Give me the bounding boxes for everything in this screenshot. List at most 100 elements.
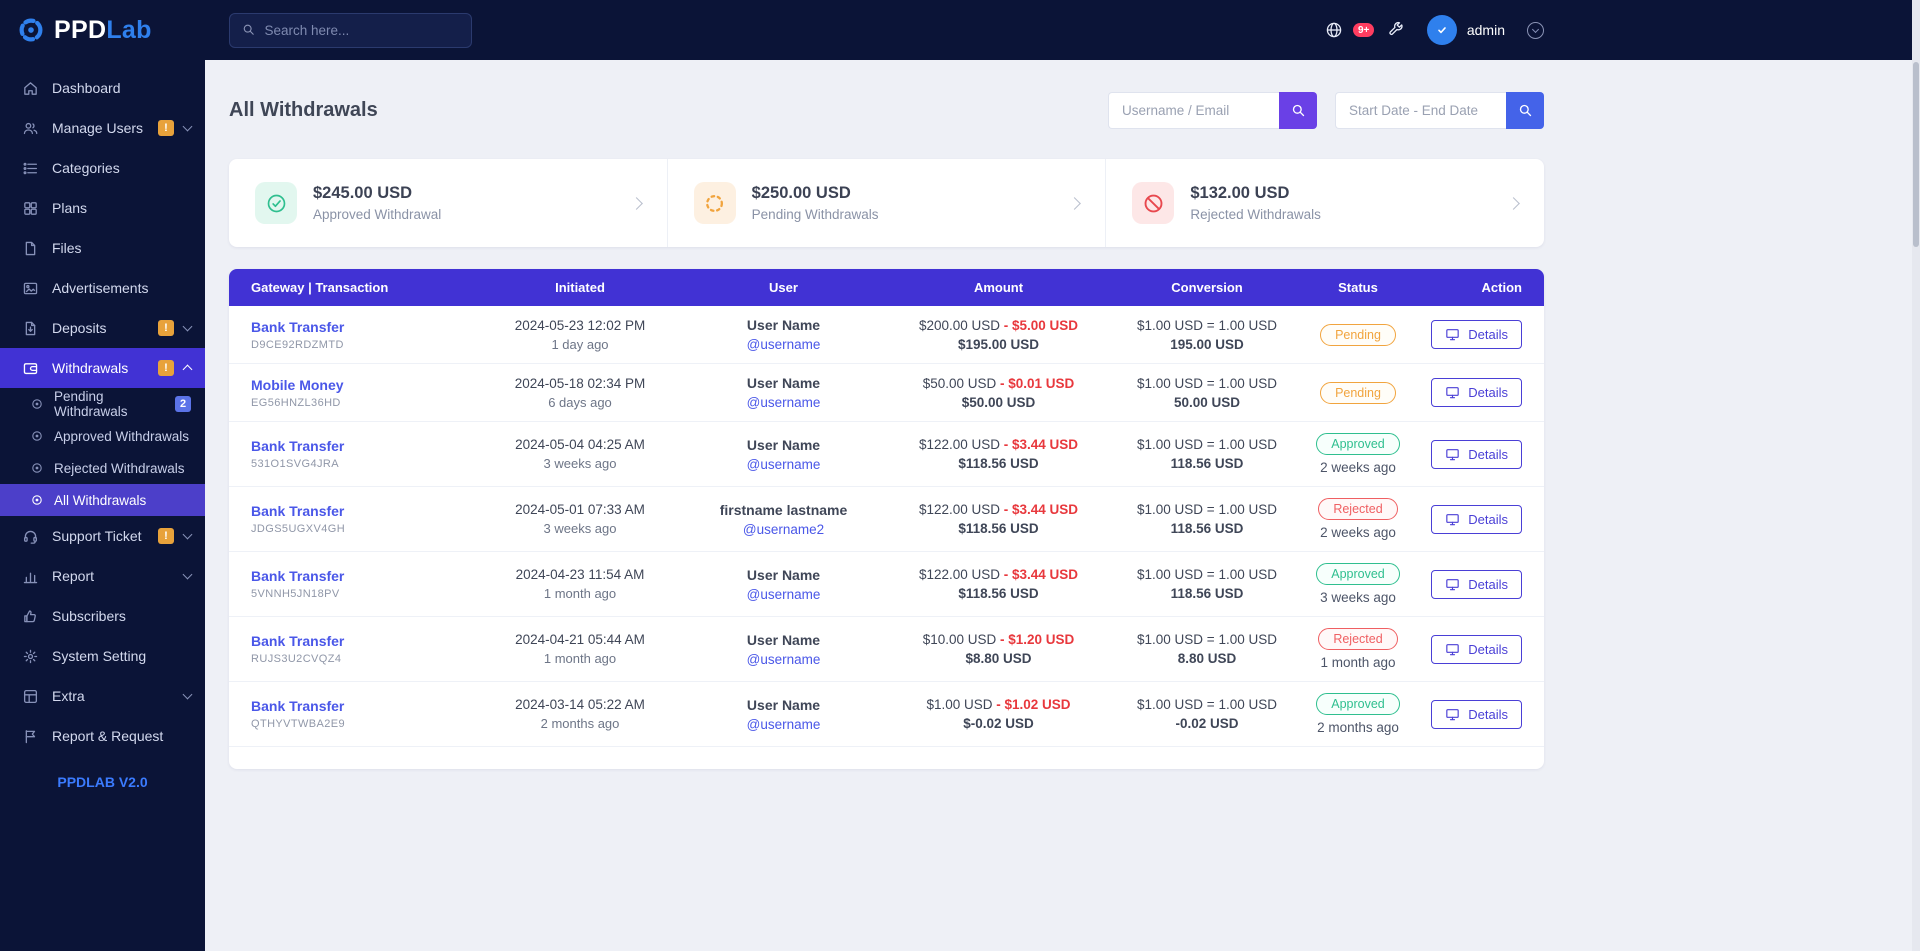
chevron-down-icon — [182, 321, 193, 332]
amount-fee: - $3.44 USD — [1003, 502, 1079, 517]
sidebar-item-deposits[interactable]: Deposits ! — [0, 308, 205, 348]
stat-pending-withdrawals[interactable]: $250.00 USD Pending Withdrawals — [666, 159, 1106, 247]
column-header-action: Action — [1423, 269, 1544, 306]
spinner-icon — [693, 182, 736, 224]
bullseye-icon — [30, 429, 44, 443]
sidebar-item-label: Subscribers — [52, 608, 126, 624]
gateway-link[interactable]: Mobile Money — [251, 376, 344, 393]
details-button[interactable]: Details — [1431, 699, 1522, 729]
sidebar-item-report[interactable]: Report — [0, 556, 205, 596]
gateway-link[interactable]: Bank Transfer — [251, 438, 345, 454]
date-range-input[interactable] — [1335, 92, 1506, 129]
filters — [1108, 92, 1544, 129]
amount-net: $-0.02 USD — [963, 716, 1034, 731]
sidebar-item-rejected-withdrawals[interactable]: Rejected Withdrawals — [0, 452, 205, 484]
gateway-link[interactable]: Bank Transfer — [251, 698, 345, 714]
chevron-down-icon — [182, 689, 193, 700]
username-search-button[interactable] — [1279, 92, 1317, 129]
gateway-link[interactable]: Bank Transfer — [251, 318, 345, 335]
chevron-right-icon — [1507, 196, 1520, 210]
user-menu-chevron-icon[interactable] — [1527, 21, 1544, 39]
username-link[interactable]: @username2 — [742, 521, 825, 537]
search-input[interactable] — [264, 22, 459, 38]
date-search-button[interactable] — [1506, 92, 1544, 129]
username-link[interactable]: @username — [746, 586, 821, 602]
scrollbar-thumb[interactable] — [1913, 62, 1919, 247]
sidebar-item-extra[interactable]: Extra — [0, 676, 205, 716]
amount-gross: $1.00 USD — [926, 697, 993, 712]
amount-fee: - $1.20 USD — [1000, 632, 1075, 647]
topbar: 9+ admin — [205, 0, 1920, 60]
stat-approved-withdrawal[interactable]: $245.00 USD Approved Withdrawal — [229, 159, 667, 247]
amount-net: $118.56 USD — [958, 586, 1039, 601]
globe-icon[interactable] — [1325, 21, 1343, 39]
column-header-gateway: Gateway | Transaction — [229, 269, 469, 306]
alert-badge: ! — [158, 360, 174, 376]
sidebar-item-label: Report & Request — [52, 728, 164, 744]
column-header-amount: Amount — [876, 269, 1121, 306]
gateway-link[interactable]: Bank Transfer — [251, 568, 345, 584]
gear-icon — [22, 648, 39, 665]
sidebar-item-all-withdrawals[interactable]: All Withdrawals — [0, 484, 205, 516]
details-button-label: Details — [1468, 327, 1508, 342]
details-button[interactable]: Details — [1431, 634, 1522, 664]
monitor-icon — [1445, 512, 1460, 527]
conversion-rate: $1.00 USD = 1.00 USD — [1137, 375, 1277, 391]
details-button[interactable]: Details — [1431, 378, 1522, 407]
details-button[interactable]: Details — [1431, 504, 1522, 534]
amount-net: $118.56 USD — [958, 521, 1039, 536]
avatar[interactable] — [1426, 15, 1457, 45]
chevron-down-icon — [182, 569, 193, 580]
conversion-rate: $1.00 USD = 1.00 USD — [1137, 317, 1277, 333]
brand-logo[interactable]: PPDLab — [0, 0, 205, 60]
username-email-input[interactable] — [1108, 92, 1279, 129]
sidebar-item-categories[interactable]: Categories — [0, 148, 205, 188]
sidebar-item-plans[interactable]: Plans — [0, 188, 205, 228]
details-button[interactable]: Details — [1431, 569, 1522, 599]
sidebar: PPDLab Dashboard Manage Users ! Categori… — [0, 0, 205, 951]
count-badge: 2 — [175, 396, 191, 412]
username-link[interactable]: @username — [746, 456, 821, 472]
sidebar-item-support-ticket[interactable]: Support Ticket ! — [0, 516, 205, 556]
wrench-icon[interactable] — [1387, 21, 1405, 39]
table-row: Bank Transfer JDGS5UGXV4GH 2024-05-01 07… — [229, 486, 1544, 552]
column-header-status: Status — [1293, 269, 1423, 306]
sidebar-item-label: Withdrawals — [52, 360, 129, 376]
withdrawals-table-body: Bank Transfer D9CE92RDZMTD 2024-05-23 12… — [229, 306, 1544, 747]
sidebar-item-system-setting[interactable]: System Setting — [0, 636, 205, 676]
initiated-ago: 2 months ago — [540, 716, 620, 731]
details-button[interactable]: Details — [1431, 439, 1522, 469]
initiated-ago: 6 days ago — [548, 394, 612, 410]
username-link[interactable]: @username — [746, 337, 821, 352]
sidebar-item-subscribers[interactable]: Subscribers — [0, 596, 205, 636]
user-fullname: User Name — [746, 631, 821, 648]
sidebar-item-withdrawals[interactable]: Withdrawals ! — [0, 348, 205, 388]
username-link[interactable]: @username — [746, 395, 821, 410]
sidebar-item-advertisements[interactable]: Advertisements — [0, 268, 205, 308]
gateway-link[interactable]: Bank Transfer — [251, 633, 345, 649]
sidebar-item-pending-withdrawals[interactable]: Pending Withdrawals 2 — [0, 388, 205, 420]
sidebar-item-report-request[interactable]: Report & Request — [0, 716, 205, 756]
sidebar-item-label: Advertisements — [52, 280, 149, 296]
grid-icon — [22, 200, 39, 217]
notification-count-badge: 9+ — [1353, 23, 1374, 37]
transaction-id: 5VNNH5JN18PV — [251, 588, 340, 600]
sidebar-item-dashboard[interactable]: Dashboard — [0, 68, 205, 108]
amount-gross: $200.00 USD — [918, 317, 1000, 333]
details-button[interactable]: Details — [1431, 320, 1522, 349]
sidebar-item-approved-withdrawals[interactable]: Approved Withdrawals — [0, 420, 205, 452]
username-link[interactable]: @username — [746, 716, 821, 732]
gateway-link[interactable]: Bank Transfer — [251, 503, 345, 519]
transaction-id: 531O1SVG4JRA — [251, 458, 339, 470]
username-link[interactable]: @username — [746, 651, 821, 667]
stat-rejected-withdrawals[interactable]: $132.00 USD Rejected Withdrawals — [1105, 159, 1544, 247]
sidebar-item-manage-users[interactable]: Manage Users ! — [0, 108, 205, 148]
amount-fee: - $3.44 USD — [1003, 437, 1079, 452]
page-title: All Withdrawals — [229, 99, 378, 121]
conversion-rate: $1.00 USD = 1.00 USD — [1137, 437, 1277, 452]
initiated-ago: 1 month ago — [543, 651, 617, 666]
sidebar-item-label: Pending Withdrawals — [54, 389, 128, 419]
stat-label: Approved Withdrawal — [313, 207, 442, 222]
sidebar-item-files[interactable]: Files — [0, 228, 205, 268]
